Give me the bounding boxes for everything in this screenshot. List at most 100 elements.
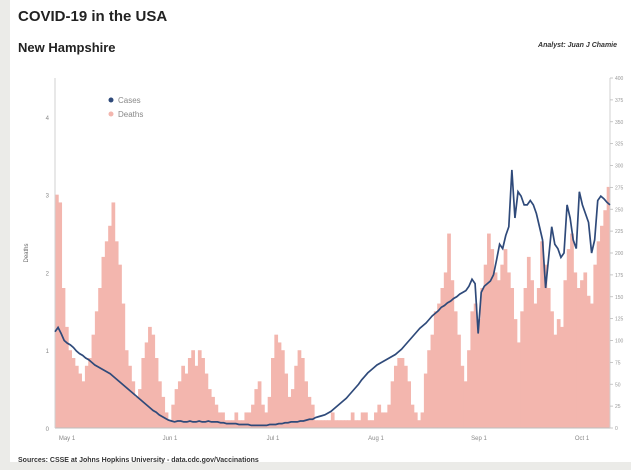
deaths-bar (364, 412, 368, 428)
legend-marker (108, 111, 114, 117)
deaths-bar (68, 350, 73, 428)
y-right-tick-label: 375 (615, 98, 624, 104)
deaths-bar (420, 412, 425, 428)
deaths-bar (124, 350, 129, 428)
source-note: Sources: CSSE at Johns Hopkins Universit… (18, 457, 259, 464)
deaths-bar (493, 272, 498, 428)
deaths-bar (354, 420, 358, 428)
deaths-bar (576, 288, 581, 428)
deaths-bar (423, 373, 428, 428)
deaths-bar (380, 412, 385, 428)
deaths-bar (460, 365, 465, 428)
deaths-bar (144, 342, 149, 428)
deaths-bar (264, 412, 269, 428)
deaths-bar (477, 319, 481, 428)
deaths-bar (503, 249, 508, 428)
deaths-bar (550, 311, 554, 428)
deaths-bar (61, 288, 66, 428)
deaths-bar (134, 396, 139, 428)
deaths-bar (118, 264, 122, 428)
y-right-tick-label: 125 (615, 317, 624, 323)
deaths-bar (417, 420, 421, 428)
deaths-bar (71, 358, 76, 428)
chart-subtitle: New Hampshire (18, 40, 116, 55)
deaths-bar (274, 334, 279, 428)
deaths-bar (204, 373, 209, 428)
deaths-bar (573, 272, 578, 428)
deaths-bar (114, 241, 119, 428)
deaths-bar (148, 326, 152, 428)
x-tick-label: Sep 1 (471, 436, 487, 442)
deaths-bar (247, 412, 252, 428)
deaths-bar (211, 396, 215, 428)
deaths-bar (91, 334, 96, 428)
deaths-bar (330, 412, 335, 428)
deaths-bar (470, 311, 475, 428)
deaths-bar (437, 303, 441, 428)
deaths-bar (506, 272, 511, 428)
deaths-bar (171, 404, 176, 428)
x-tick-label: Jul 1 (267, 436, 280, 442)
deaths-bar (403, 365, 408, 428)
deaths-bar (214, 404, 219, 428)
deaths-bar (207, 389, 212, 428)
deaths-bar (327, 420, 332, 428)
deaths-bar (334, 420, 338, 428)
y-right-tick-label: 75 (615, 360, 621, 366)
legend-label: Deaths (118, 110, 143, 119)
deaths-bar (540, 241, 544, 428)
deaths-bar (393, 365, 398, 428)
y-left-tick-label: 3 (46, 194, 50, 200)
y-right-tick-label: 150 (615, 295, 624, 301)
y-right-tick-label: 300 (615, 164, 624, 170)
deaths-bar (583, 272, 588, 428)
deaths-bar (543, 264, 548, 428)
deaths-bar (433, 311, 438, 428)
deaths-bar (473, 303, 478, 428)
deaths-bar (177, 381, 182, 428)
deaths-bar (440, 288, 445, 428)
x-tick-label: Aug 1 (368, 436, 384, 442)
deaths-bars (55, 186, 611, 428)
deaths-bar (151, 334, 156, 428)
y-left-tick-label: 2 (46, 271, 50, 277)
deaths-bar (304, 381, 308, 428)
y-right-tick-label: 350 (615, 120, 624, 126)
deaths-bar (287, 396, 292, 428)
x-tick-label: May 1 (59, 436, 76, 442)
deaths-bar (390, 381, 395, 428)
deaths-bar (138, 389, 142, 428)
deaths-bar (121, 303, 126, 428)
deaths-bar (314, 420, 318, 428)
deaths-bar (184, 373, 189, 428)
deaths-bar (88, 358, 92, 428)
deaths-bar (374, 412, 378, 428)
deaths-bar (483, 264, 488, 428)
deaths-bar (174, 389, 179, 428)
y-right-tick-label: 275 (615, 185, 624, 191)
deaths-bar (251, 404, 255, 428)
deaths-bar (596, 241, 601, 428)
deaths-bar (58, 202, 63, 428)
y-left-tick-label: 4 (46, 116, 50, 122)
deaths-bar (191, 350, 195, 428)
y-right-tick-label: 100 (615, 339, 624, 345)
deaths-bar (217, 412, 222, 428)
deaths-bar (181, 365, 186, 428)
deaths-bar (570, 233, 574, 428)
deaths-bar (307, 396, 312, 428)
deaths-bar (500, 264, 505, 428)
deaths-bar (487, 233, 491, 428)
deaths-bar (497, 280, 501, 428)
deaths-bar (563, 280, 568, 428)
deaths-bar (586, 295, 591, 428)
deaths-bar (194, 365, 199, 428)
deaths-bar (300, 358, 305, 428)
deaths-bar (556, 319, 561, 428)
x-tick-label: Oct 1 (575, 436, 590, 442)
deaths-bar (407, 381, 411, 428)
y-right-tick-label: 175 (615, 273, 624, 279)
deaths-bar (516, 342, 521, 428)
y-right-tick-label: 325 (615, 142, 624, 148)
deaths-bar (580, 280, 584, 428)
